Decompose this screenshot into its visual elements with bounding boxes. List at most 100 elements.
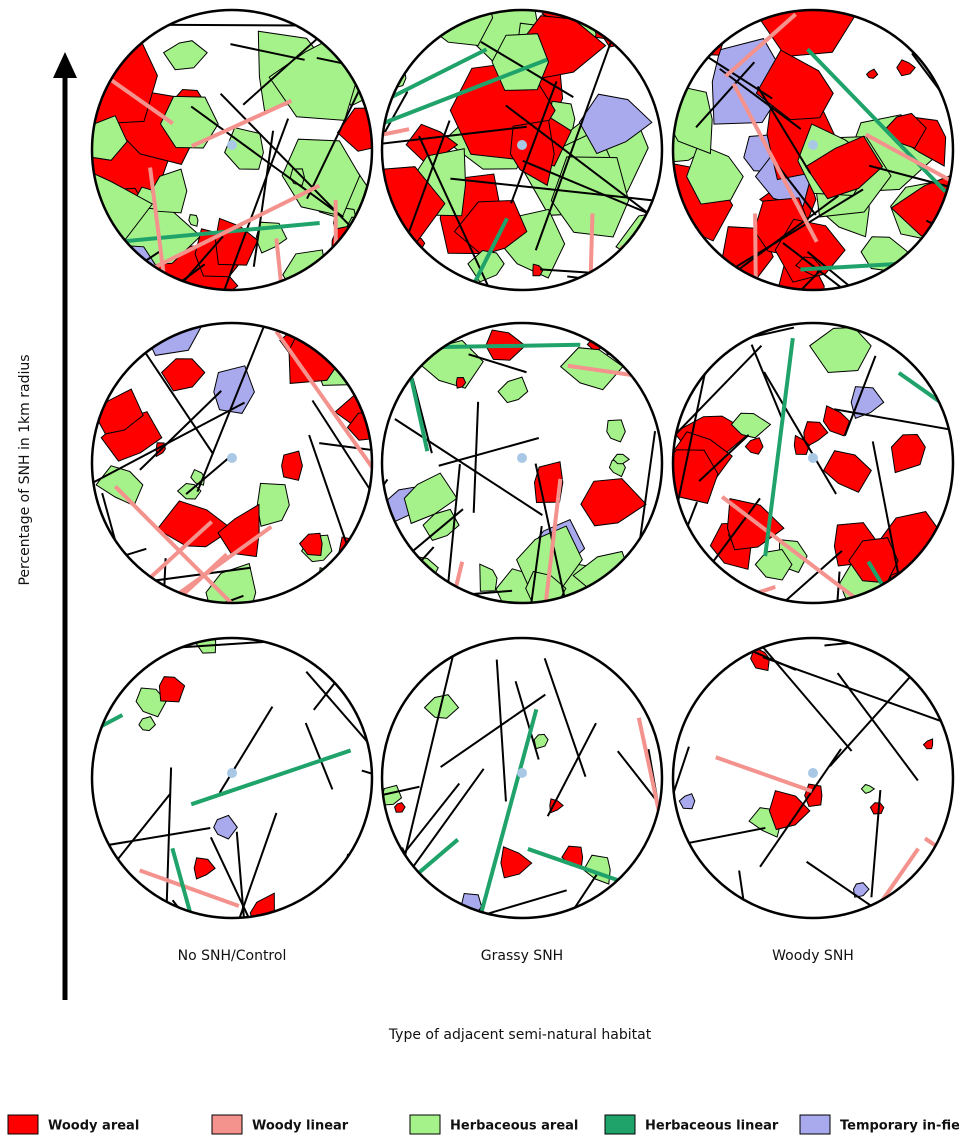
map-outline xyxy=(380,321,664,605)
field-boundary xyxy=(382,889,567,918)
field-boundary xyxy=(695,61,756,129)
habitat-patch xyxy=(583,638,596,655)
habitat-patch xyxy=(205,562,257,603)
linear-habitat xyxy=(720,495,869,603)
field-boundary xyxy=(692,910,878,918)
field-boundary xyxy=(673,550,843,603)
field-boundary xyxy=(719,68,802,130)
linear-habitat xyxy=(115,221,320,245)
linear-habitat xyxy=(170,847,234,918)
field-boundary xyxy=(510,81,558,204)
field-boundary xyxy=(756,86,812,174)
habitat-patch xyxy=(850,386,885,419)
habitat-patch xyxy=(694,35,707,49)
habitat-patch xyxy=(213,814,238,840)
habitat-patch xyxy=(500,846,533,879)
habitat-patch xyxy=(329,12,352,31)
habitat-patch xyxy=(896,59,916,77)
habitat-patch xyxy=(911,641,941,667)
field-boundary xyxy=(115,235,224,290)
map-outline xyxy=(671,321,955,605)
linear-habitat xyxy=(636,717,662,878)
linear-habitat xyxy=(763,337,795,557)
field-boundary xyxy=(450,177,662,206)
field-boundary xyxy=(806,250,882,290)
habitat-patch xyxy=(822,405,851,437)
field-boundary xyxy=(218,706,274,794)
field-boundary xyxy=(92,827,211,862)
habitat-patch xyxy=(678,793,696,810)
field-boundary xyxy=(843,355,877,437)
linear-habitat xyxy=(806,47,947,194)
habitat-patch xyxy=(429,10,454,28)
field-boundary xyxy=(92,401,245,498)
site-point xyxy=(808,140,818,150)
field-boundary xyxy=(382,785,420,833)
field-boundary xyxy=(488,872,599,918)
habitat-patch xyxy=(532,263,544,277)
linear-habitat xyxy=(333,199,339,290)
linear-habitat xyxy=(191,98,293,148)
habitat-patch xyxy=(193,857,216,880)
field-boundary xyxy=(505,104,656,220)
field-boundary xyxy=(305,671,372,853)
habitat-patch xyxy=(281,450,303,481)
field-boundary xyxy=(382,125,527,154)
habitat-patch xyxy=(744,437,764,455)
linear-habitat xyxy=(138,868,240,908)
habitat-patch xyxy=(679,575,731,603)
x-axis-label: Type of adjacent semi-natural habitat xyxy=(388,1027,652,1043)
field-boundary xyxy=(230,43,305,61)
site-point xyxy=(517,453,527,463)
field-boundary xyxy=(418,135,510,290)
linear-habitat xyxy=(113,485,299,603)
field-boundary xyxy=(763,371,837,495)
habitat-patch xyxy=(497,376,529,404)
habitat-patch xyxy=(100,411,163,462)
habitat-patch xyxy=(894,259,953,290)
habitat-patch xyxy=(327,323,372,359)
habitat-patch xyxy=(627,239,662,281)
field-boundary xyxy=(869,164,953,225)
linear-habitat xyxy=(382,838,460,918)
field-boundary xyxy=(546,722,597,817)
linear-habitat xyxy=(428,561,465,603)
habitat-patch xyxy=(117,876,137,896)
habitat-patch xyxy=(865,68,879,79)
habitat-patch xyxy=(550,156,630,238)
field-boundary xyxy=(480,41,574,98)
field-boundary xyxy=(738,870,763,918)
habitat-patch xyxy=(415,10,494,47)
linear-habitat xyxy=(382,47,488,105)
field-boundary xyxy=(616,750,662,914)
linear-habitat xyxy=(447,217,509,290)
habitat-patch xyxy=(913,262,936,289)
habitat-patch xyxy=(890,433,926,474)
habitat-patch xyxy=(138,716,157,732)
linear-habitat xyxy=(731,82,819,243)
linear-habitat xyxy=(584,213,595,290)
field-boundary xyxy=(830,571,841,603)
habitat-patch xyxy=(317,567,349,599)
linear-habitat xyxy=(724,12,797,78)
habitat-patch xyxy=(533,733,549,750)
habitat-patch xyxy=(803,421,829,449)
linear-habitat xyxy=(897,371,953,475)
habitat-patch xyxy=(403,472,458,525)
linear-habitat xyxy=(673,584,776,603)
habitat-patch xyxy=(852,882,870,898)
map-circle xyxy=(382,10,662,290)
field-boundary xyxy=(185,453,234,495)
legend-swatch xyxy=(799,1114,831,1135)
habitat-patch xyxy=(382,19,411,55)
habitat-patch xyxy=(822,450,872,493)
habitat-patch xyxy=(98,638,131,658)
field-boundary xyxy=(227,812,278,918)
habitat-patch xyxy=(612,453,631,465)
legend-label: Woody areal xyxy=(48,1119,139,1134)
legend-label: Herbaceous linear xyxy=(645,1119,779,1134)
field-boundary xyxy=(311,399,372,529)
habitat-patch xyxy=(922,738,934,750)
